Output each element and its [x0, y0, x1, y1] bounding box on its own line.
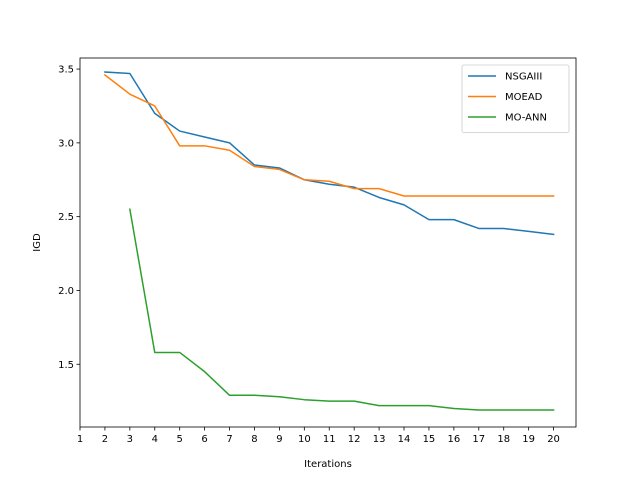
plot-frame: [79, 57, 577, 428]
series-layer: [103, 71, 555, 411]
x-tick-label: 9: [276, 434, 282, 445]
y-tick-label: 3.0: [58, 138, 74, 149]
x-tick-label: 11: [323, 434, 336, 445]
x-tick-label: 7: [226, 434, 232, 445]
x-tick-label: 19: [522, 434, 535, 445]
x-tick-label: 15: [423, 434, 436, 445]
x-tick-label: 4: [152, 434, 158, 445]
x-tick-label: 6: [201, 434, 207, 445]
legend-frame: [461, 64, 570, 133]
x-tick-label: 2: [102, 434, 108, 445]
x-axis-label: Iterations: [304, 459, 352, 470]
series-line-moead: [103, 73, 555, 197]
x-tick-label: 20: [547, 434, 560, 445]
series-line-mo-ann: [128, 208, 555, 411]
x-tick-label: 12: [348, 434, 361, 445]
x-tick-label: 16: [448, 434, 461, 445]
series-line-nsgaiii: [104, 71, 555, 236]
legend-label-moead: MOEAD: [505, 92, 543, 103]
x-tick-label: 18: [497, 434, 510, 445]
legend: NSGAIII MOEAD MO-ANN: [461, 64, 570, 133]
x-tick-label: 17: [472, 434, 485, 445]
x-tick-label: 14: [398, 434, 411, 445]
y-axis-label: IGD: [32, 233, 43, 252]
y-tick-label: 3.5: [58, 65, 74, 76]
x-tick-label: 8: [251, 434, 257, 445]
y-tick-label: 2.0: [58, 286, 74, 297]
x-tick-label: 13: [373, 434, 386, 445]
y-axis-ticks: 1.5 2.0 2.5 3.0 3.5: [58, 65, 80, 371]
x-tick-label: 3: [127, 434, 133, 445]
legend-label-mo-ann: MO-ANN: [505, 113, 547, 124]
x-tick-label: 5: [177, 434, 183, 445]
legend-label-nsgaiii: NSGAIII: [505, 72, 542, 83]
x-tick-label: 1: [77, 434, 83, 445]
x-tick-label: 10: [298, 434, 311, 445]
y-tick-label: 2.5: [58, 212, 74, 223]
x-axis-ticks: 1 2 3 4 5 6 7 8 9 10 11 12 13 14 15 16 17 18 19 20: [77, 427, 560, 445]
y-tick-label: 1.5: [58, 360, 74, 371]
